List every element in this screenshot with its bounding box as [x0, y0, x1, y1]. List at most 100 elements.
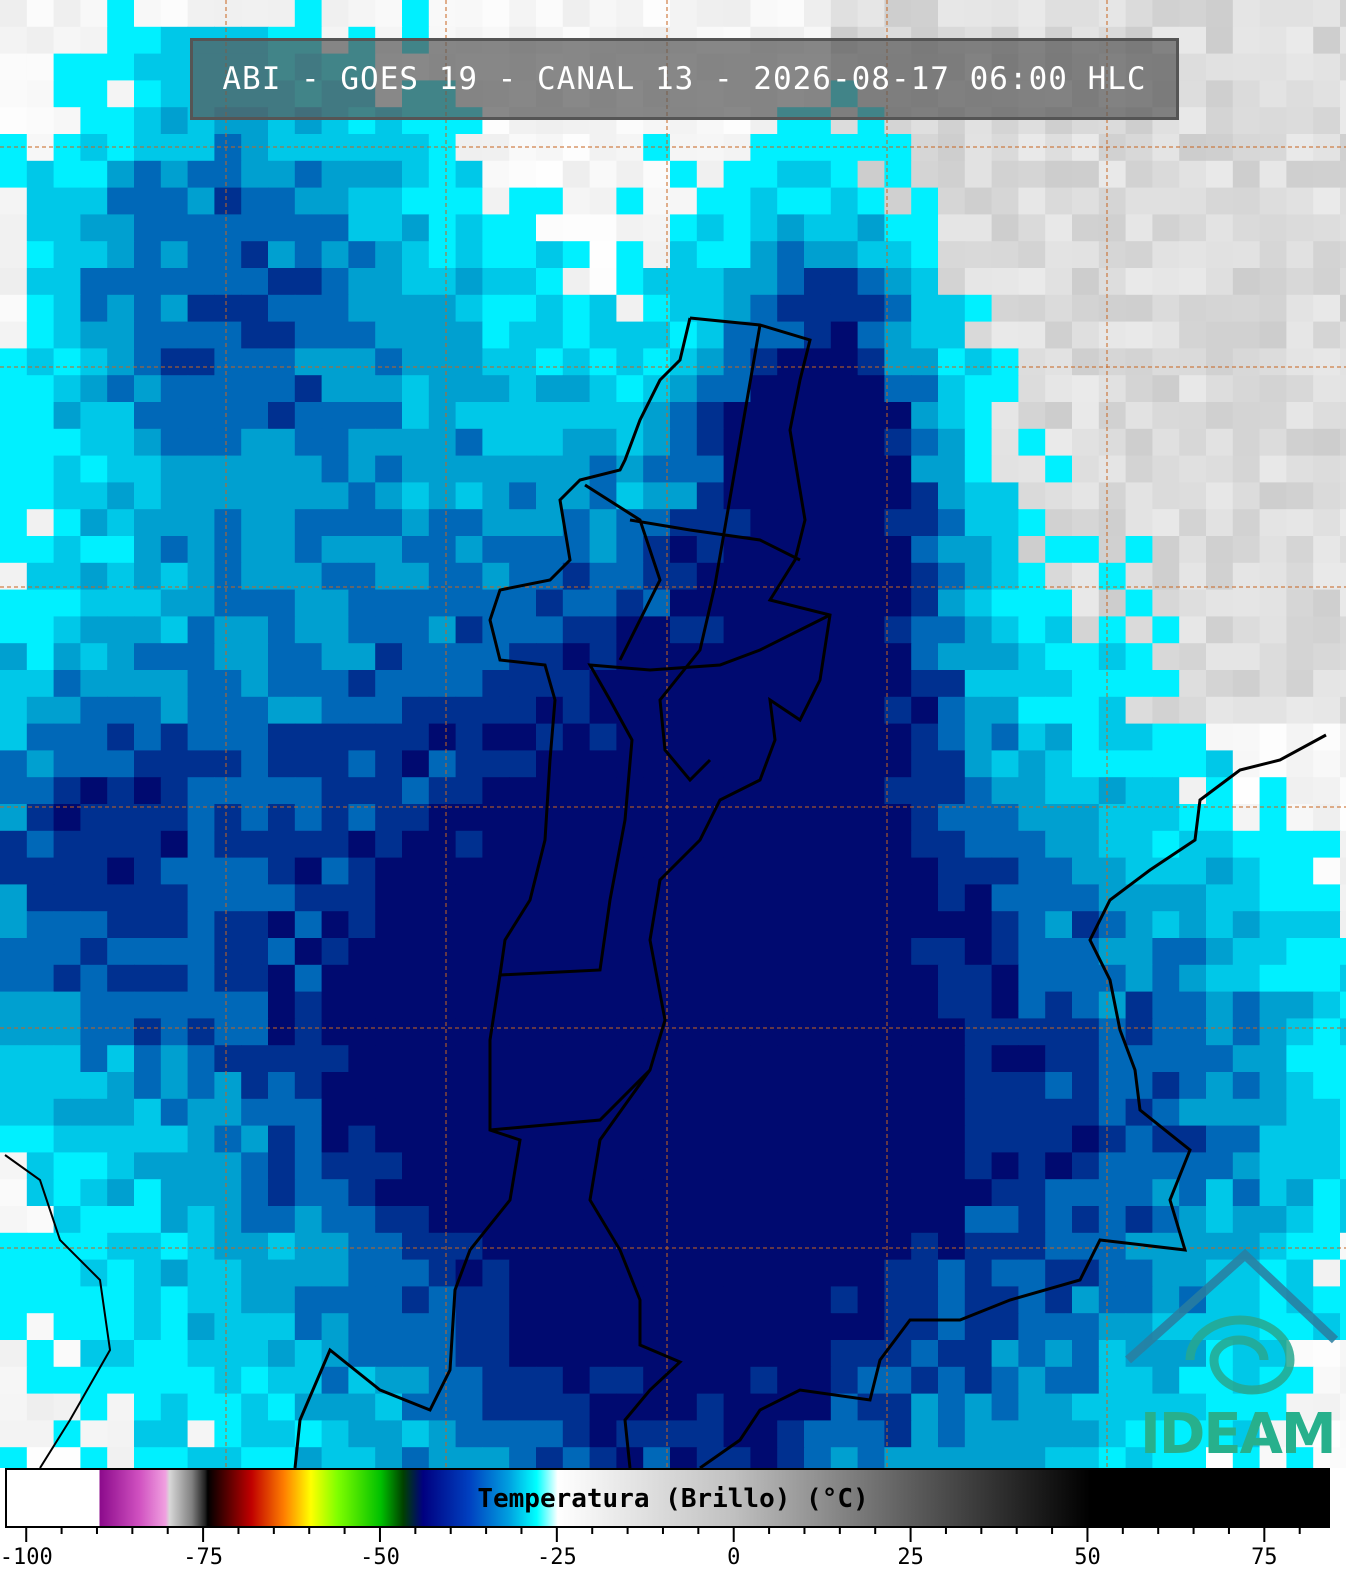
cloud-cell: [509, 294, 537, 323]
cloud-cell: [1259, 1098, 1287, 1127]
cloud-cell: [455, 1072, 483, 1100]
cloud-cell: [1098, 1286, 1127, 1314]
cloud-cell: [160, 616, 189, 644]
cloud-cell: [643, 750, 671, 778]
cloud-cell: [1313, 1420, 1341, 1448]
cloud-cell: [455, 1098, 483, 1127]
cloud-cell: [455, 750, 483, 778]
cloud-cell: [160, 1179, 189, 1207]
cloud-cell: [348, 1179, 376, 1207]
cloud-cell: [991, 750, 1019, 778]
cloud-cell: [160, 402, 189, 430]
cloud-cell: [1340, 777, 1346, 805]
cloud-cell: [294, 857, 323, 885]
cloud-cell: [321, 884, 349, 912]
cloud-cell: [1072, 911, 1100, 939]
cloud-cell: [857, 964, 885, 993]
cloud-cell: [804, 187, 832, 215]
cloud-cell: [455, 1018, 483, 1046]
cloud-cell: [482, 375, 510, 403]
cloud-cell: [1152, 670, 1180, 698]
cloud-cell: [562, 160, 591, 189]
cloud-cell: [294, 0, 323, 28]
cloud-cell: [1259, 214, 1287, 242]
cloud-cell: [1259, 160, 1287, 189]
cloud-cell: [294, 1125, 323, 1153]
cloud-cell: [1072, 428, 1100, 457]
cloud-cell: [455, 482, 483, 510]
cloud-cell: [1018, 1366, 1046, 1395]
cloud-cell: [804, 348, 832, 376]
cloud-cell: [1018, 1179, 1046, 1207]
cloud-cell: [80, 294, 108, 323]
cloud-cell: [884, 1366, 912, 1395]
cloud-cell: [723, 589, 751, 617]
cloud-cell: [536, 1447, 564, 1468]
cloud-cell: [670, 1125, 698, 1153]
cloud-cell: [616, 562, 644, 591]
cloud-cell: [777, 1072, 805, 1100]
cloud-cell: [321, 589, 349, 617]
cloud-cell: [0, 1045, 28, 1073]
cloud-cell: [402, 857, 430, 885]
cloud-cell: [562, 1179, 591, 1207]
cloud-cell: [482, 1232, 510, 1261]
cloud-cell: [1232, 536, 1261, 564]
cloud-cell: [1072, 1179, 1100, 1207]
cloud-cell: [723, 1179, 751, 1207]
cloud-cell: [1340, 1340, 1346, 1368]
cloud-cell: [696, 1179, 725, 1207]
cloud-cell: [938, 696, 966, 725]
cloud-cell: [562, 509, 591, 537]
cloud-cell: [991, 0, 1019, 28]
cloud-cell: [268, 134, 296, 162]
cloud-cell: [616, 911, 644, 939]
cloud-cell: [187, 1366, 215, 1395]
cloud-cell: [1179, 348, 1207, 376]
cloud-cell: [696, 1340, 725, 1368]
cloud-cell: [107, 562, 135, 591]
cloud-cell: [268, 562, 296, 591]
cloud-cell: [294, 1179, 323, 1207]
cloud-cell: [0, 26, 28, 55]
cloud-cell: [455, 509, 483, 537]
cloud-cell: [1340, 1045, 1346, 1073]
cloud-cell: [375, 911, 403, 939]
cloud-cell: [562, 643, 591, 671]
cloud-cell: [1286, 643, 1314, 671]
cloud-cell: [321, 723, 349, 751]
cloud-cell: [1018, 643, 1046, 671]
cloud-cell: [1286, 1072, 1314, 1100]
cloud-cell: [1125, 1393, 1153, 1421]
cloud-cell: [1045, 214, 1073, 242]
cloud-cell: [0, 696, 28, 725]
cloud-cell: [562, 1125, 591, 1153]
cloud-cell: [241, 1179, 269, 1207]
cloud-cell: [268, 1152, 296, 1180]
cloud-cell: [1313, 134, 1341, 162]
cloud-cell: [1232, 1045, 1261, 1073]
cloud-cell: [643, 241, 671, 269]
cloud-cell: [321, 938, 349, 966]
cloud-cell: [26, 268, 55, 296]
cloud-cell: [455, 938, 483, 966]
cloud-cell: [482, 1045, 510, 1073]
cloud-cell: [1018, 134, 1046, 162]
cloud-cell: [1179, 1259, 1207, 1287]
cloud-cell: [1098, 187, 1127, 215]
cloud-cell: [1259, 509, 1287, 537]
cloud-cell: [1313, 750, 1341, 778]
cloud-cell: [187, 830, 215, 859]
cloud-cell: [1179, 911, 1207, 939]
cloud-cell: [1286, 911, 1314, 939]
cloud-cell: [750, 1098, 778, 1127]
cloud-cell: [1259, 589, 1287, 617]
cloud-cell: [589, 241, 617, 269]
cloud-cell: [616, 1045, 644, 1073]
cloud-cell: [268, 670, 296, 698]
cloud-cell: [1340, 884, 1346, 912]
cloud-cell: [750, 964, 778, 993]
cloud-cell: [348, 1045, 376, 1073]
cloud-cell: [830, 375, 859, 403]
cloud-cell: [1045, 1125, 1073, 1153]
